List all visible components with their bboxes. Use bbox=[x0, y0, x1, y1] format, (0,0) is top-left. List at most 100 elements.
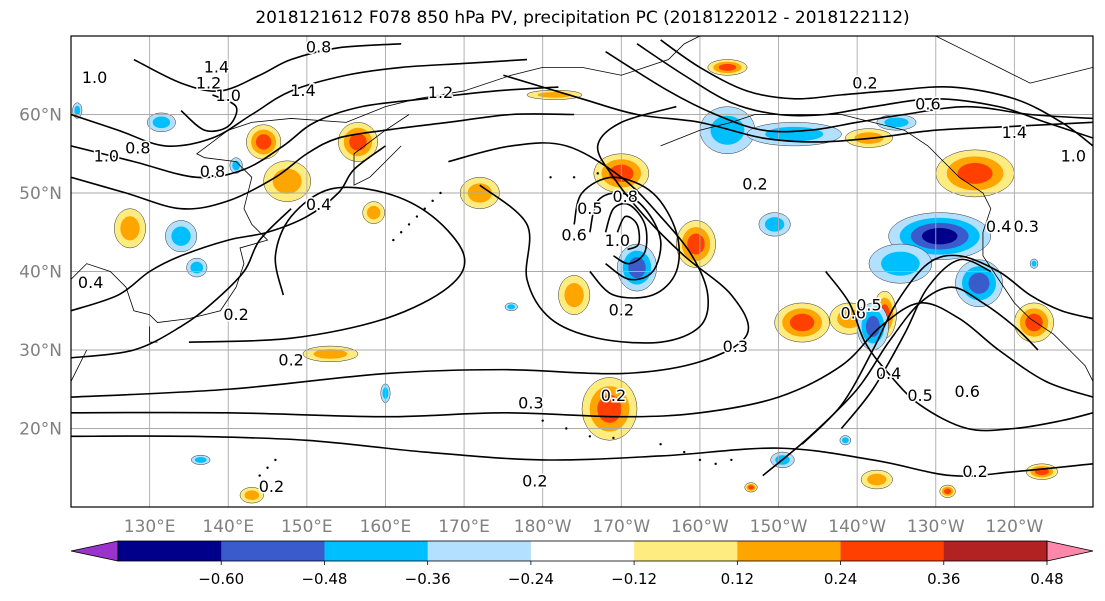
precip-anomaly-33 bbox=[147, 112, 176, 133]
lat-label-3: 30°N bbox=[19, 341, 62, 361]
contour-label-25: 0.6 bbox=[915, 95, 940, 114]
island-17 bbox=[423, 207, 426, 210]
precip-anomaly-7 bbox=[707, 59, 748, 76]
colorbar-segment-5 bbox=[634, 541, 738, 561]
precip-anomaly-22 bbox=[239, 487, 264, 504]
contour-label-16: 0.5 bbox=[577, 199, 602, 218]
lon-label-10: 130°W bbox=[907, 517, 965, 537]
lon-label-2: 150°E bbox=[281, 517, 333, 537]
contour-label-28: 0.4 bbox=[986, 217, 1011, 236]
contour-label-26: 1.4 bbox=[1002, 123, 1027, 142]
pv-contour-23 bbox=[180, 94, 238, 133]
island-11 bbox=[274, 458, 277, 462]
colorbar-segment-7 bbox=[840, 541, 945, 561]
island-20 bbox=[549, 176, 552, 179]
contour-label-31: 0.5 bbox=[856, 296, 881, 315]
pv-contour-19 bbox=[71, 58, 528, 147]
coastlines bbox=[71, 36, 1093, 527]
contour-label-22: 0.3 bbox=[723, 337, 748, 356]
coastline-3 bbox=[935, 36, 1093, 84]
pv-contour-22 bbox=[71, 208, 292, 359]
coastline-2 bbox=[660, 114, 1093, 382]
contour-label-18: 0.2 bbox=[609, 300, 634, 319]
island-4 bbox=[659, 443, 662, 446]
contour-label-11: 0.2 bbox=[278, 350, 303, 369]
precip-anomaly-1 bbox=[263, 160, 312, 202]
colorbar-tick-label-0: −0.60 bbox=[198, 570, 244, 588]
pv-contour-labels: 1.4 1.2 0.8 1.4 1.0 0.8 1.0 0.8 0.4 0.4 0.2 0.2 0.2 1… bbox=[76, 36, 1087, 497]
precip-anomaly-8 bbox=[526, 89, 583, 100]
contour-label-13: 1.2 bbox=[428, 83, 453, 102]
pv-contour-8 bbox=[616, 215, 641, 251]
colorbar-frame bbox=[117, 540, 1048, 562]
precip-anomaly-30 bbox=[868, 243, 933, 284]
contour-label-19: 0.3 bbox=[518, 394, 543, 413]
colorbar-segment-2 bbox=[324, 541, 429, 561]
contour-label-8: 0.4 bbox=[306, 195, 331, 214]
precip-anomaly-18 bbox=[302, 345, 359, 363]
precip-anomaly-42 bbox=[504, 302, 518, 312]
coastline-4 bbox=[71, 349, 88, 382]
colorbar-segment-4 bbox=[530, 541, 635, 561]
pv-contour-4 bbox=[448, 142, 710, 344]
precip-anomaly-34 bbox=[165, 220, 198, 253]
precip-anomaly-4 bbox=[362, 201, 385, 224]
island-21 bbox=[572, 176, 576, 179]
contour-label-0: 1.4 bbox=[204, 58, 229, 77]
precip-anomaly-21 bbox=[939, 484, 956, 498]
lat-label-2: 40°N bbox=[19, 263, 62, 283]
pv-contour-21 bbox=[71, 145, 386, 312]
lon-label-4: 170°E bbox=[438, 517, 490, 537]
pv-contour-1 bbox=[71, 105, 750, 398]
pv-contour-16 bbox=[825, 271, 1093, 432]
contour-label-9: 0.4 bbox=[78, 273, 103, 292]
contour-label-3: 1.4 bbox=[290, 81, 315, 100]
island-12 bbox=[180, 525, 182, 527]
colorbar-segment-8 bbox=[943, 541, 1048, 561]
precip-anomaly-16 bbox=[935, 149, 1015, 198]
precip-anomaly-27 bbox=[617, 243, 657, 292]
lat-label-0: 60°N bbox=[19, 106, 62, 126]
contour-label-5: 0.8 bbox=[125, 139, 150, 158]
lon-label-1: 140°E bbox=[202, 517, 254, 537]
pv-contour-2 bbox=[188, 186, 466, 343]
contour-label-34: 0.6 bbox=[954, 382, 979, 401]
pv-contour-6 bbox=[589, 191, 662, 281]
contour-label-7: 0.8 bbox=[200, 162, 225, 181]
pv-contour-15 bbox=[840, 258, 992, 430]
island-5 bbox=[683, 450, 686, 454]
precip-anomaly-26 bbox=[876, 114, 917, 131]
island-6 bbox=[698, 458, 702, 462]
precipitation-shading bbox=[72, 59, 1058, 504]
island-18 bbox=[431, 199, 434, 203]
contour-label-27: 1.0 bbox=[1061, 146, 1086, 165]
island-14 bbox=[399, 231, 403, 234]
colorbar-extend-low bbox=[70, 540, 119, 562]
lon-label-3: 160°E bbox=[360, 517, 412, 537]
colorbar-segment-6 bbox=[737, 541, 842, 561]
island-13 bbox=[392, 238, 395, 242]
colorbar-tick-labels: −0.60 −0.48 −0.36 −0.24 −0.12 0.12 0.24 0.36 0.4… bbox=[198, 561, 1064, 588]
colorbar-tick-label-1: −0.48 bbox=[301, 570, 347, 588]
contour-label-6: 1.0 bbox=[94, 146, 119, 165]
colorbar-tick-label-6: 0.24 bbox=[824, 570, 857, 588]
precip-anomaly-40 bbox=[839, 435, 852, 446]
contour-label-20: 0.2 bbox=[522, 471, 547, 490]
contour-label-14: 1.0 bbox=[605, 231, 630, 250]
island-9 bbox=[258, 474, 261, 477]
contour-label-2: 0.8 bbox=[306, 37, 331, 56]
map-frame bbox=[70, 35, 1094, 508]
pv-contour-9 bbox=[503, 74, 1093, 143]
pv-contour-5 bbox=[573, 176, 681, 299]
precip-anomaly-24 bbox=[699, 106, 756, 154]
contour-label-24: 0.2 bbox=[852, 73, 877, 92]
lat-label-4: 20°N bbox=[19, 420, 62, 440]
contour-label-23: 0.2 bbox=[742, 175, 767, 194]
contour-label-15: 0.6 bbox=[561, 226, 586, 245]
contour-label-30: 0.6 bbox=[840, 303, 865, 322]
colorbar-tick-label-2: −0.36 bbox=[405, 570, 451, 588]
contour-label-21: 0.2 bbox=[601, 386, 626, 405]
precip-anomaly-23 bbox=[744, 482, 758, 493]
colorbar-tick-label-5: 0.12 bbox=[721, 570, 754, 588]
